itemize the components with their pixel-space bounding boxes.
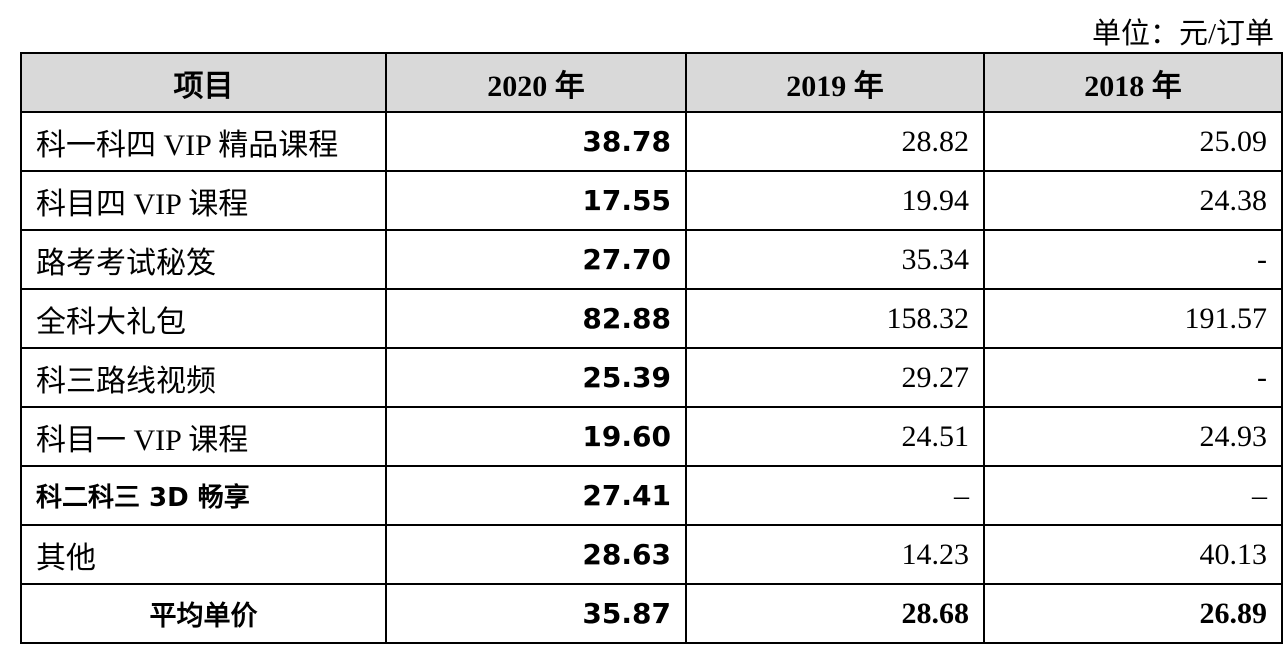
table-cell: 25.09 (983, 111, 1283, 172)
header-cell: 2019 年 (685, 52, 985, 113)
table-cell: 28.63 (385, 524, 687, 585)
table: 项目 2020 年 2019 年 2018 年 科一科四 VIP 精品课程 38.78 2… (20, 52, 1283, 644)
table-cell: 14.23 (685, 524, 985, 585)
table-cell: 29.27 (685, 347, 985, 408)
table-row: 科一科四 VIP 精品课程 38.78 28.82 25.09 (20, 111, 1283, 172)
table-cell: - (983, 347, 1283, 408)
table-cell: 38.78 (385, 111, 687, 172)
table-cell: – (685, 465, 985, 526)
table-row: 其他 28.63 14.23 40.13 (20, 524, 1283, 585)
table-cell: 其他 (20, 524, 387, 585)
table-cell: 40.13 (983, 524, 1283, 585)
table-cell: 35.34 (685, 229, 985, 290)
table-cell: 24.93 (983, 406, 1283, 467)
table-cell: 24.38 (983, 170, 1283, 231)
table-cell: 27.41 (385, 465, 687, 526)
table-row: 科二科三 3D 畅享 27.41– – (20, 465, 1283, 526)
table-cell: 路考考试秘笈 (20, 229, 387, 290)
table-cell: 科目四 VIP 课程 (20, 170, 387, 231)
header-cell: 项目 (20, 52, 387, 113)
table-cell: 科二科三 3D 畅享 (20, 465, 387, 526)
table-cell: 27.70 (385, 229, 687, 290)
header-cell: 2020 年 (385, 52, 687, 113)
table-row: 科目一 VIP 课程 19.60 24.51 24.93 (20, 406, 1283, 467)
table-row: 科目四 VIP 课程 17.55 19.94 24.38 (20, 170, 1283, 231)
table-cell: – (983, 465, 1283, 526)
table-cell: 19.60 (385, 406, 687, 467)
unit-label: 单位：元/订单 (1091, 18, 1274, 50)
table-cell: 82.88 (385, 288, 687, 349)
table-cell: 35.87 (385, 583, 687, 644)
table-cell: 19.94 (685, 170, 985, 231)
table-cell: 24.51 (685, 406, 985, 467)
table-body: 科一科四 VIP 精品课程 38.78 28.82 25.09 科目四 VIP 课程 17… (20, 111, 1283, 644)
table-cell: 科目一 VIP 课程 (20, 406, 387, 467)
table-cell: 28.82 (685, 111, 985, 172)
table-cell: 158.32 (685, 288, 985, 349)
table-cell: 科三路线视频 (20, 347, 387, 408)
header-row: 项目 2020 年 2019 年 2018 年 (20, 52, 1283, 113)
table-cell: - (983, 229, 1283, 290)
table-cell: 科一科四 VIP 精品课程 (20, 111, 387, 172)
table-row: 路考考试秘笈 27.70 35.34- (20, 229, 1283, 290)
header-cell: 2018 年 (983, 52, 1283, 113)
table-cell: 26.89 (983, 583, 1283, 644)
table-row: 全科大礼包 82.88 158.32 191.57 (20, 288, 1283, 349)
table-cell: 全科大礼包 (20, 288, 387, 349)
table-cell: 28.68 (685, 583, 985, 644)
table-cell: 平均单价 (20, 583, 387, 644)
table-cell: 191.57 (983, 288, 1283, 349)
table-row: 科三路线视频 25.39 29.27- (20, 347, 1283, 408)
table-cell: 17.55 (385, 170, 687, 231)
table-row: 平均单价 35.87 28.68 26.89 (20, 583, 1283, 644)
table-cell: 25.39 (385, 347, 687, 408)
